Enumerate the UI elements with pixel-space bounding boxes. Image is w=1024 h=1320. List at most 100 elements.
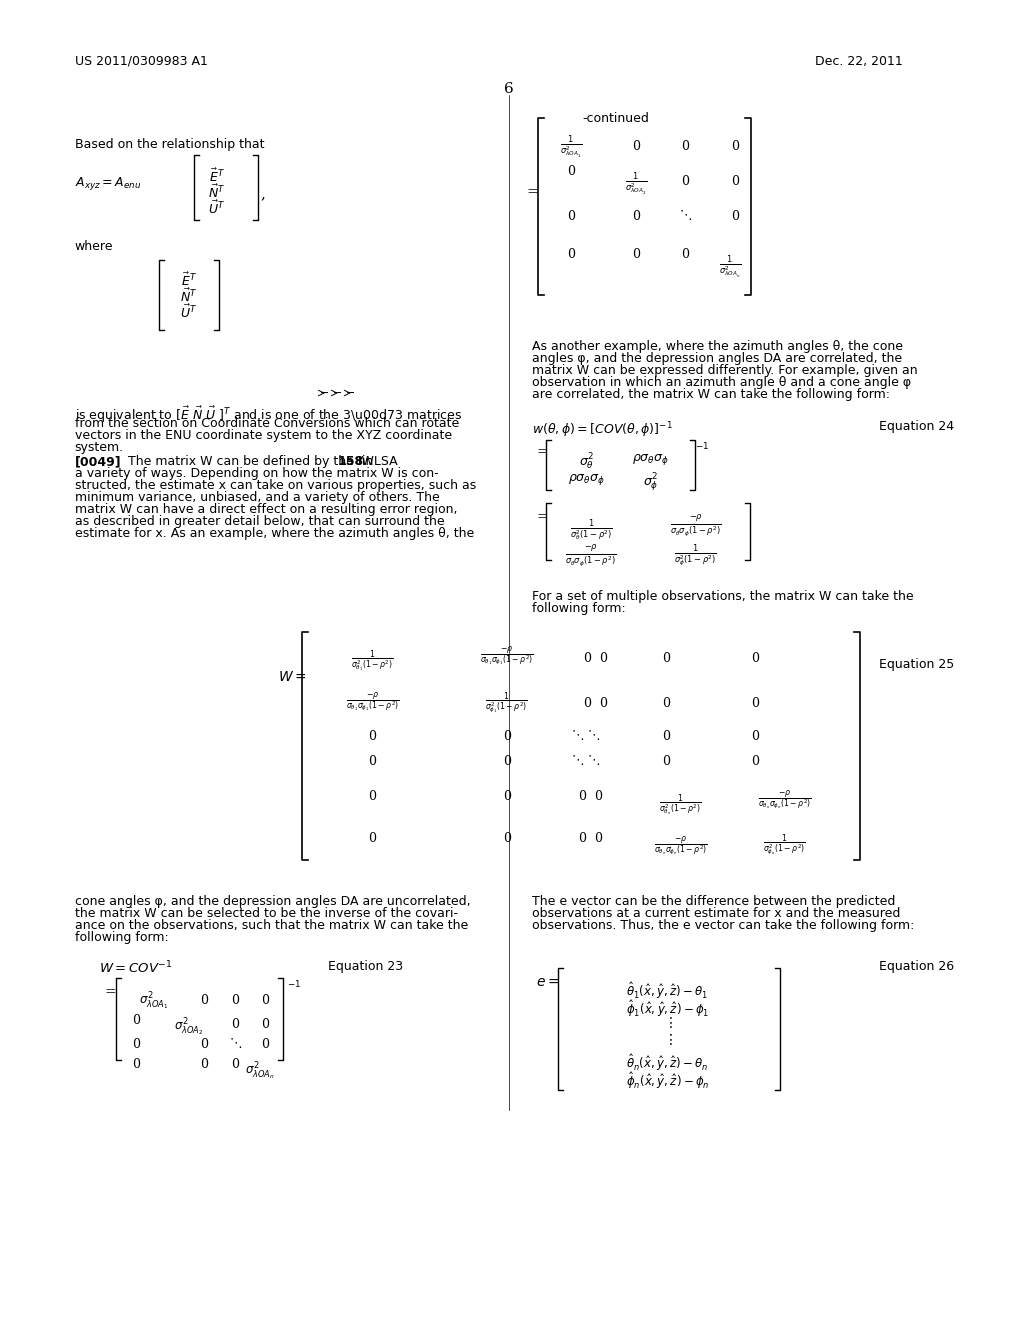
Text: $\ddots$: $\ddots$ xyxy=(679,209,692,222)
Text: $\frac{1}{\sigma^2_{\lambda OA_n}}$: $\frac{1}{\sigma^2_{\lambda OA_n}}$ xyxy=(719,253,741,280)
Text: 0: 0 xyxy=(632,140,640,153)
Text: $\vec{E}^T$: $\vec{E}^T$ xyxy=(181,272,197,289)
Text: $\frac{-\rho}{\sigma_{\theta_1}\sigma_{\phi_1}(1-\rho^2)}$: $\frac{-\rho}{\sigma_{\theta_1}\sigma_{\… xyxy=(346,690,399,714)
Text: system.: system. xyxy=(75,441,124,454)
Text: from the section on Coordinate Conversions which can rotate: from the section on Coordinate Conversio… xyxy=(75,417,459,430)
Text: 0: 0 xyxy=(200,1059,208,1071)
Text: For a set of multiple observations, the matrix W can take the: For a set of multiple observations, the … xyxy=(531,590,913,603)
Text: $\frac{1}{\sigma^2_{\lambda OA_2}}$: $\frac{1}{\sigma^2_{\lambda OA_2}}$ xyxy=(625,170,647,197)
Text: =: = xyxy=(526,185,540,199)
Text: observation in which an azimuth angle θ and a cone angle φ: observation in which an azimuth angle θ … xyxy=(531,376,910,389)
Text: US 2011/0309983 A1: US 2011/0309983 A1 xyxy=(75,55,208,69)
Text: $e=$: $e=$ xyxy=(537,975,560,989)
Text: 0: 0 xyxy=(503,832,511,845)
Text: cone angles φ, and the depression angles DA are uncorrelated,: cone angles φ, and the depression angles… xyxy=(75,895,470,908)
Text: $\hat{\theta}_1(\hat{x},\hat{y},\hat{z})-\theta_1$: $\hat{\theta}_1(\hat{x},\hat{y},\hat{z})… xyxy=(627,979,709,1001)
Text: 0: 0 xyxy=(231,1018,240,1031)
Text: structed, the estimate x can take on various properties, such as: structed, the estimate x can take on var… xyxy=(75,479,476,492)
Text: $\vdots$: $\vdots$ xyxy=(663,1015,673,1030)
Text: $w(\theta, \phi) = [COV(\theta, \phi)]^{-1}$: $w(\theta, \phi) = [COV(\theta, \phi)]^{… xyxy=(531,420,673,440)
Text: 0: 0 xyxy=(751,755,759,768)
Text: $\vec{N}^T$: $\vec{N}^T$ xyxy=(180,288,198,305)
Text: =: = xyxy=(537,445,548,459)
Text: $\frac{1}{\sigma^2_{\phi_n}(1-\rho^2)}$: $\frac{1}{\sigma^2_{\phi_n}(1-\rho^2)}$ xyxy=(764,832,806,858)
Text: $\ddots\ \ddots$: $\ddots\ \ddots$ xyxy=(571,729,601,742)
Text: 0  0: 0 0 xyxy=(584,652,608,665)
Text: $\vec{U}^T$: $\vec{U}^T$ xyxy=(180,304,198,321)
Text: $W=$: $W=$ xyxy=(279,671,307,684)
Text: 0: 0 xyxy=(200,994,208,1007)
Text: 0: 0 xyxy=(231,1059,240,1071)
Text: Dec. 22, 2011: Dec. 22, 2011 xyxy=(815,55,902,69)
Text: 0: 0 xyxy=(261,1038,269,1051)
Text: 0: 0 xyxy=(369,789,377,803)
Text: vectors in the ENU coordinate system to the XYZ coordinate: vectors in the ENU coordinate system to … xyxy=(75,429,452,442)
Text: The matrix W can be defined by the IWLSA: The matrix W can be defined by the IWLSA xyxy=(117,455,401,469)
Text: $\frac{1}{\sigma^2_\theta(1-\rho^2)}$: $\frac{1}{\sigma^2_\theta(1-\rho^2)}$ xyxy=(569,517,612,543)
Text: 158: 158 xyxy=(338,455,364,469)
Text: Equation 26: Equation 26 xyxy=(880,960,954,973)
Text: 0: 0 xyxy=(751,697,759,710)
Text: 0  0: 0 0 xyxy=(580,789,603,803)
Text: $\hat{\phi}_1(\hat{x},\hat{y},\hat{z})-\phi_1$: $\hat{\phi}_1(\hat{x},\hat{y},\hat{z})-\… xyxy=(626,998,710,1019)
Text: 0: 0 xyxy=(132,1038,140,1051)
Text: $\frac{1}{\sigma^2_{\phi_1}(1-\rho^2)}$: $\frac{1}{\sigma^2_{\phi_1}(1-\rho^2)}$ xyxy=(485,690,528,715)
Text: 0: 0 xyxy=(503,730,511,743)
Text: 0: 0 xyxy=(751,730,759,743)
Text: As another example, where the azimuth angles θ, the cone: As another example, where the azimuth an… xyxy=(531,341,902,352)
Text: 0: 0 xyxy=(231,994,240,1007)
Text: $\hat{\theta}_n(\hat{x},\hat{y},\hat{z})-\theta_n$: $\hat{\theta}_n(\hat{x},\hat{y},\hat{z})… xyxy=(627,1052,709,1073)
Text: 0: 0 xyxy=(682,140,689,153)
Text: $\ddots$: $\ddots$ xyxy=(229,1036,242,1049)
Text: $^{-1}$: $^{-1}$ xyxy=(287,979,301,993)
Text: 0: 0 xyxy=(261,994,269,1007)
Text: Equation 23: Equation 23 xyxy=(328,960,403,973)
Text: $\vec{E}^T$: $\vec{E}^T$ xyxy=(209,168,224,185)
Text: in: in xyxy=(357,455,373,469)
Text: 0: 0 xyxy=(632,210,640,223)
Text: 0: 0 xyxy=(132,1059,140,1071)
Text: 0: 0 xyxy=(731,210,739,223)
Text: $\vec{N}^T$: $\vec{N}^T$ xyxy=(208,183,225,201)
Text: $W = COV^{-1}$: $W = COV^{-1}$ xyxy=(99,960,173,977)
Text: ,: , xyxy=(260,187,265,201)
Text: 0: 0 xyxy=(632,248,640,261)
Text: 0: 0 xyxy=(567,210,575,223)
Text: 0: 0 xyxy=(662,652,670,665)
Text: [0049]: [0049] xyxy=(75,455,121,469)
Text: $\sigma^2_\phi$: $\sigma^2_\phi$ xyxy=(643,473,658,494)
Text: matrix W can be expressed differently. For example, given an: matrix W can be expressed differently. F… xyxy=(531,364,918,378)
Text: $\rho\sigma_\theta\sigma_\phi$: $\rho\sigma_\theta\sigma_\phi$ xyxy=(567,473,604,487)
Text: 0: 0 xyxy=(369,755,377,768)
Text: 0: 0 xyxy=(682,176,689,187)
Text: $A_{xyz} = A_{enu}$: $A_{xyz} = A_{enu}$ xyxy=(75,176,141,191)
Text: observations. Thus, the e vector can take the following form:: observations. Thus, the e vector can tak… xyxy=(531,919,913,932)
Text: 0: 0 xyxy=(567,165,575,178)
Text: $\hat{\phi}_n(\hat{x},\hat{y},\hat{z})-\phi_n$: $\hat{\phi}_n(\hat{x},\hat{y},\hat{z})-\… xyxy=(626,1071,710,1090)
Text: 0: 0 xyxy=(567,248,575,261)
Text: 0: 0 xyxy=(200,1038,208,1051)
Text: ance on the observations, such that the matrix W can take the: ance on the observations, such that the … xyxy=(75,919,468,932)
Text: $\frac{-\rho}{\sigma_\theta\sigma_\phi(1-\rho^2)}$: $\frac{-\rho}{\sigma_\theta\sigma_\phi(1… xyxy=(565,543,616,568)
Text: $\ddots\ \ddots$: $\ddots\ \ddots$ xyxy=(571,752,601,767)
Text: $\frac{1}{\sigma^2_{\theta_1}(1-\rho^2)}$: $\frac{1}{\sigma^2_{\theta_1}(1-\rho^2)}… xyxy=(351,648,394,673)
Text: =: = xyxy=(537,510,548,524)
Text: are correlated, the matrix W can take the following form:: are correlated, the matrix W can take th… xyxy=(531,388,890,401)
Text: 0: 0 xyxy=(662,755,670,768)
Text: 0: 0 xyxy=(369,730,377,743)
Text: -continued: -continued xyxy=(583,112,649,125)
Text: $\sigma^2_{\lambda OA_1}$: $\sigma^2_{\lambda OA_1}$ xyxy=(139,990,169,1011)
Text: 0: 0 xyxy=(369,832,377,845)
Text: as described in greater detail below, that can surround the: as described in greater detail below, th… xyxy=(75,515,444,528)
Text: 0: 0 xyxy=(731,176,739,187)
Text: $\rho\sigma_\theta\sigma_\phi$: $\rho\sigma_\theta\sigma_\phi$ xyxy=(632,451,670,467)
Text: $\frac{1}{\sigma^2_\phi(1-\rho^2)}$: $\frac{1}{\sigma^2_\phi(1-\rho^2)}$ xyxy=(674,543,717,569)
Text: angles φ, and the depression angles DA are correlated, the: angles φ, and the depression angles DA a… xyxy=(531,352,902,366)
Text: Equation 25: Equation 25 xyxy=(880,657,954,671)
Text: is equivalent to [$\vec{E}$ $\vec{N}$ $\vec{U}$ ]$^T$ and is one of the 3\u00d73: is equivalent to [$\vec{E}$ $\vec{N}$ $\… xyxy=(75,405,462,425)
Text: Equation 24: Equation 24 xyxy=(880,420,954,433)
Text: 0: 0 xyxy=(751,652,759,665)
Text: $\vdots$: $\vdots$ xyxy=(663,1032,673,1047)
Text: The e vector can be the difference between the predicted: The e vector can be the difference betwe… xyxy=(531,895,895,908)
Text: $^{-1}$: $^{-1}$ xyxy=(695,442,710,455)
